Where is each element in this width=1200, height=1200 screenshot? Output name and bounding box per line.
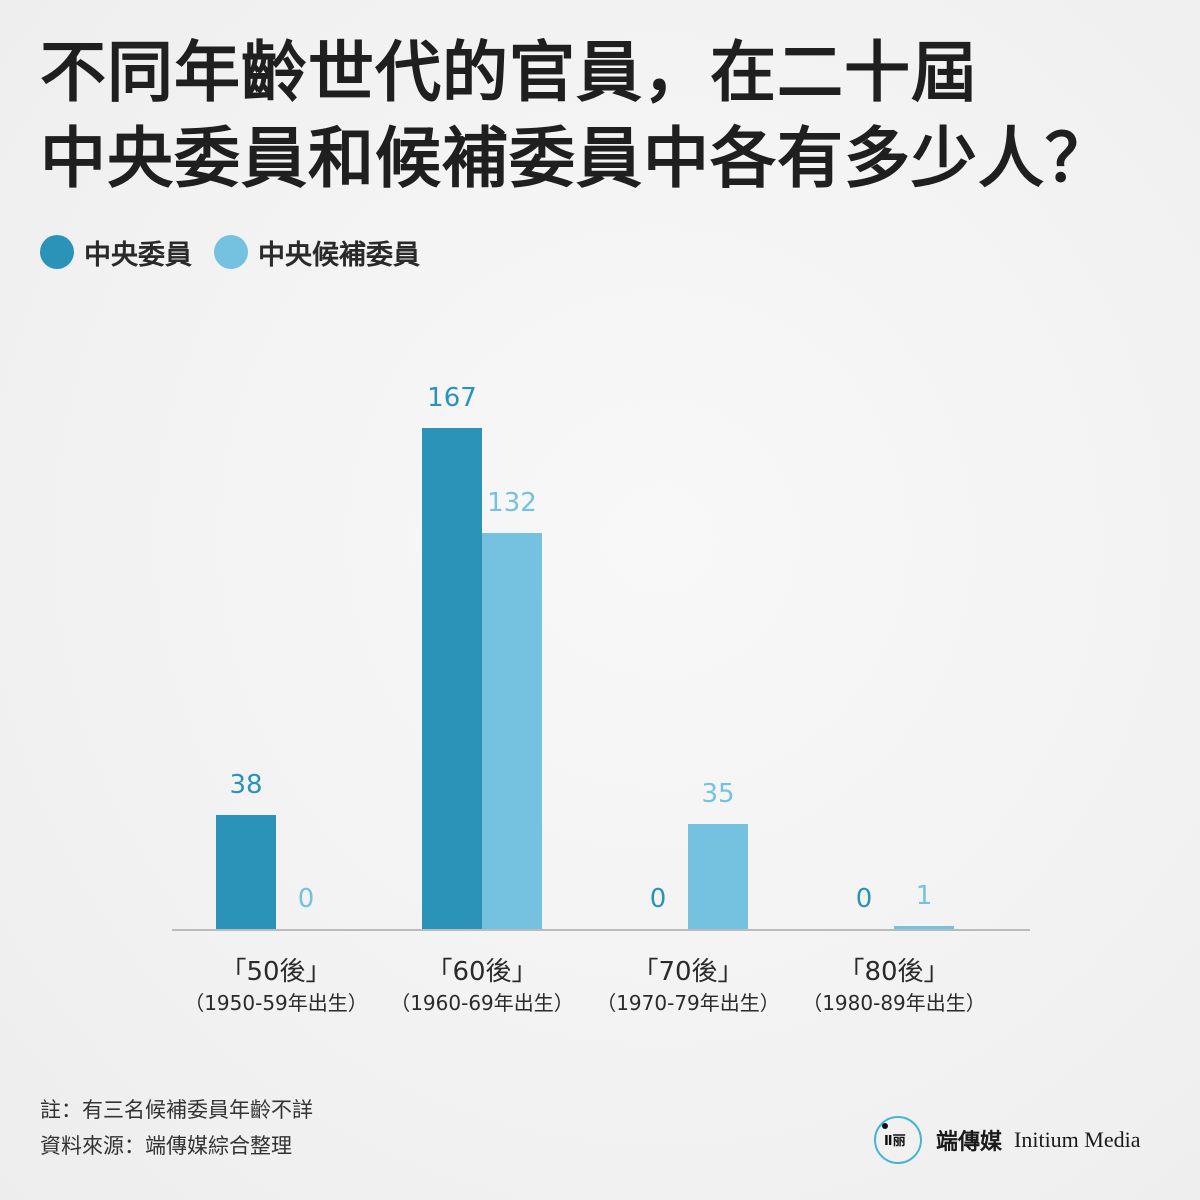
bar-chart: 38 0 「50後」 （1950-59年出生） 167 132 「60後」 （1960-69年… <box>172 383 1030 1015</box>
logo-dot <box>882 1123 888 1129</box>
value-label-members-0: 38 <box>229 770 262 800</box>
value-label-alternates-0: 0 <box>298 884 315 914</box>
x-tick-label-1: 「60後」 <box>426 957 537 987</box>
legend-label-members: 中央委員 <box>84 239 192 271</box>
x-tick-label-2: 「70後」 <box>632 957 743 987</box>
x-tick-sublabel-3: （1980-89年出生） <box>802 991 986 1015</box>
x-tick-sublabel-0: （1950-59年出生） <box>184 991 368 1015</box>
bar-alternates-1 <box>482 533 542 929</box>
value-label-alternates-2: 35 <box>701 779 734 809</box>
legend-swatch-alternates <box>214 235 248 269</box>
x-tick-label-3: 「80後」 <box>838 957 949 987</box>
bar-alternates-3 <box>894 926 954 929</box>
value-label-members-1: 167 <box>427 383 477 413</box>
value-label-alternates-1: 132 <box>487 488 537 518</box>
note-unknown-age: 註：有三名候補委員年齡不詳 <box>40 1098 313 1122</box>
x-tick-sublabel-2: （1970-79年出生） <box>596 991 780 1015</box>
brand-name-cn: 端傳媒 <box>936 1129 1003 1155</box>
brand: Ⅱ丽 端傳媒 Initium Media <box>874 1114 1141 1166</box>
value-label-members-2: 0 <box>650 884 667 914</box>
bar-members-0 <box>216 815 276 929</box>
chart-title: 不同年齡世代的官員，在二十屆 中央委員和候補委員中各有多少人？ <box>40 30 1160 202</box>
notes: 註：有三名候補委員年齡不詳 資料來源：端傳媒綜合整理 <box>40 1092 313 1164</box>
legend-swatch-members <box>40 235 74 269</box>
legend-label-alternates: 中央候補委員 <box>258 239 420 271</box>
legend-item-members: 中央委員 <box>40 233 192 272</box>
x-tick-label-0: 「50後」 <box>220 957 331 987</box>
logo-mark: Ⅱ丽 <box>884 1134 906 1149</box>
legend: 中央委員 中央候補委員 <box>40 232 442 272</box>
brand-name-en: Initium Media <box>1014 1127 1141 1152</box>
value-label-alternates-3: 1 <box>916 881 933 911</box>
note-source: 資料來源：端傳媒綜合整理 <box>40 1134 292 1158</box>
value-label-members-3: 0 <box>856 884 873 914</box>
legend-item-alternates: 中央候補委員 <box>214 233 420 272</box>
initium-logo-icon: Ⅱ丽 <box>874 1116 922 1164</box>
title-line-2: 中央委員和候補委員中各有多少人？ <box>40 120 1112 197</box>
x-tick-sublabel-1: （1960-69年出生） <box>390 991 574 1015</box>
bar-members-1 <box>422 428 482 929</box>
bar-alternates-2 <box>688 824 748 929</box>
title-line-1: 不同年齡世代的官員，在二十屆 <box>40 34 978 111</box>
